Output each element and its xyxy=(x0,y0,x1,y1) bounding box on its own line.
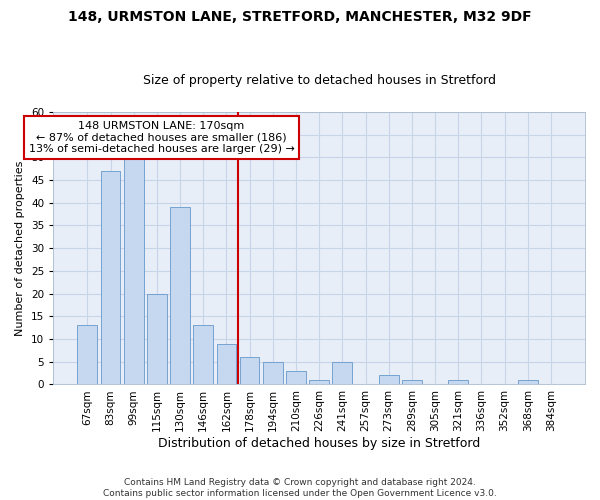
Text: Contains HM Land Registry data © Crown copyright and database right 2024.
Contai: Contains HM Land Registry data © Crown c… xyxy=(103,478,497,498)
Y-axis label: Number of detached properties: Number of detached properties xyxy=(16,160,25,336)
Bar xyxy=(263,362,283,384)
Bar xyxy=(170,207,190,384)
Bar xyxy=(286,371,306,384)
Text: 148 URMSTON LANE: 170sqm
← 87% of detached houses are smaller (186)
13% of semi-: 148 URMSTON LANE: 170sqm ← 87% of detach… xyxy=(29,121,295,154)
Bar xyxy=(240,357,259,384)
Bar xyxy=(193,326,213,384)
X-axis label: Distribution of detached houses by size in Stretford: Distribution of detached houses by size … xyxy=(158,437,480,450)
Bar xyxy=(77,326,97,384)
Bar xyxy=(402,380,422,384)
Bar xyxy=(448,380,468,384)
Title: Size of property relative to detached houses in Stretford: Size of property relative to detached ho… xyxy=(143,74,496,87)
Bar xyxy=(101,171,121,384)
Bar xyxy=(518,380,538,384)
Bar xyxy=(310,380,329,384)
Bar xyxy=(147,294,167,384)
Bar xyxy=(332,362,352,384)
Bar xyxy=(379,376,398,384)
Text: 148, URMSTON LANE, STRETFORD, MANCHESTER, M32 9DF: 148, URMSTON LANE, STRETFORD, MANCHESTER… xyxy=(68,10,532,24)
Bar xyxy=(217,344,236,384)
Bar xyxy=(124,157,143,384)
